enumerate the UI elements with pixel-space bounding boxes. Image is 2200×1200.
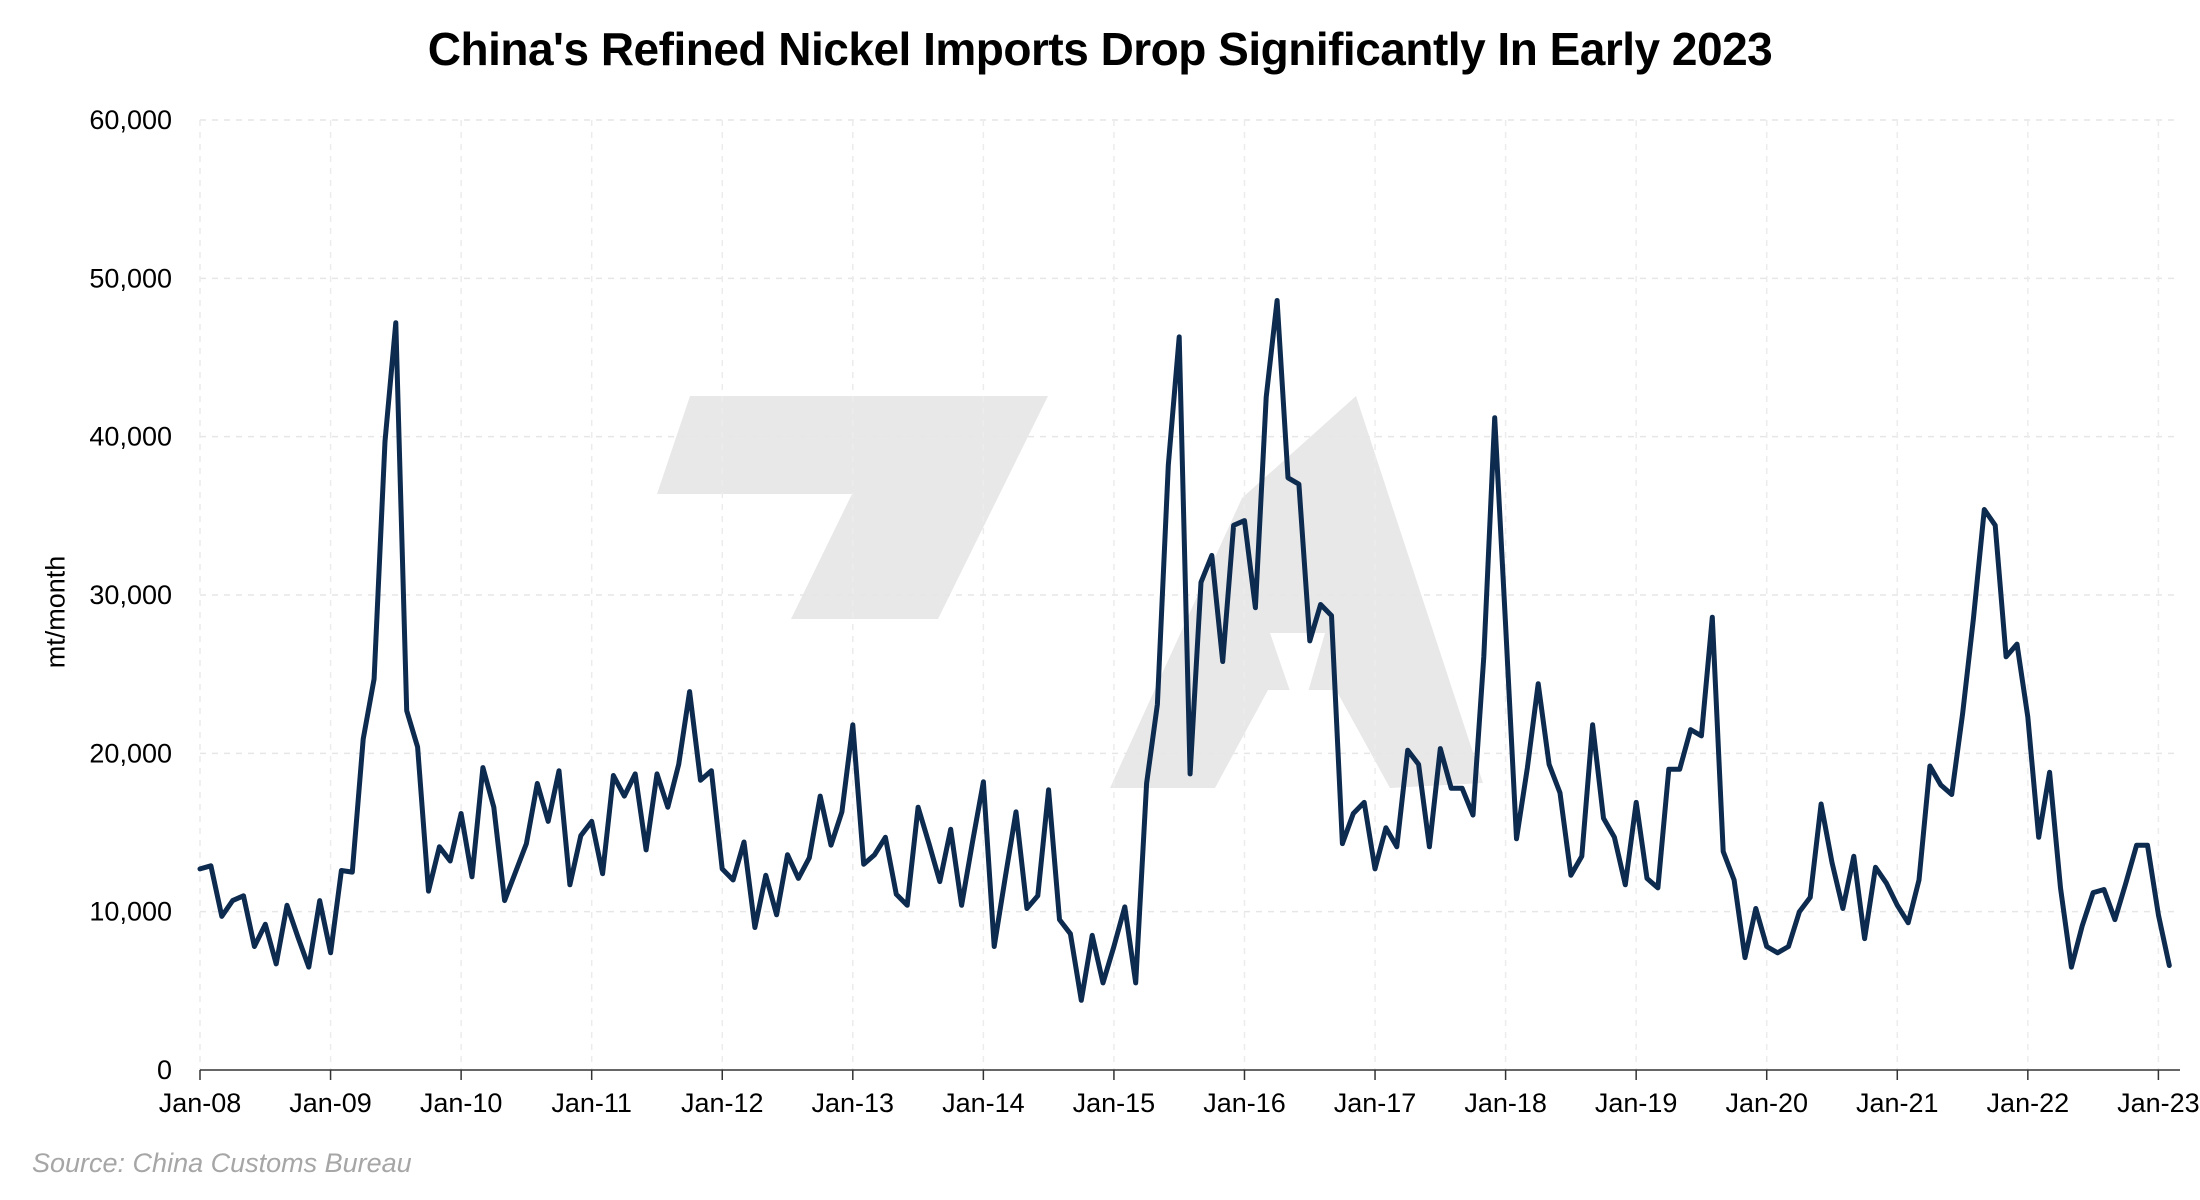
x-tick-label: Jan-21 — [1856, 1088, 1939, 1118]
watermark-logo — [657, 396, 1483, 788]
x-tick-label: Jan-13 — [812, 1088, 895, 1118]
y-tick-label: 40,000 — [89, 422, 172, 452]
y-tick-label: 20,000 — [89, 738, 172, 768]
x-tick-label: Jan-10 — [420, 1088, 503, 1118]
x-tick-label: Jan-19 — [1595, 1088, 1678, 1118]
x-tick-label: Jan-17 — [1334, 1088, 1417, 1118]
y-tick-label: 10,000 — [89, 897, 172, 927]
x-tick-label: Jan-09 — [289, 1088, 372, 1118]
x-tick-label: Jan-22 — [1987, 1088, 2070, 1118]
x-tick-label: Jan-14 — [942, 1088, 1025, 1118]
axes — [199, 1069, 2180, 1080]
y-tick-label: 60,000 — [89, 105, 172, 135]
series-layer — [197, 298, 2172, 1003]
x-tick-label: Jan-16 — [1203, 1088, 1286, 1118]
gridlines — [199, 119, 2180, 1070]
y-tick-label: 30,000 — [89, 580, 172, 610]
series-line-imports — [197, 298, 2172, 1003]
y-tick-labels: 0 10,000 20,000 30,000 40,000 50,000 60,000 — [89, 105, 172, 1085]
x-tick-label: Jan-12 — [681, 1088, 764, 1118]
x-tick-label: Jan-20 — [1725, 1088, 1808, 1118]
x-tick-label: Jan-11 — [551, 1088, 632, 1118]
y-tick-label: 0 — [157, 1055, 172, 1085]
chart-title: China's Refined Nickel Imports Drop Sign… — [427, 23, 1773, 75]
x-tick-labels: Jan-08 Jan-09 Jan-10 Jan-11 Jan-12 Jan-13 Jan-… — [159, 1088, 2200, 1118]
x-tick-label: Jan-08 — [159, 1088, 242, 1118]
x-tick-label: Jan-18 — [1464, 1088, 1547, 1118]
source-note: Source: China Customs Bureau — [32, 1148, 412, 1178]
x-tick-label: Jan-23 — [2117, 1088, 2200, 1118]
y-tick-label: 50,000 — [89, 263, 172, 293]
x-tick-label: Jan-15 — [1073, 1088, 1156, 1118]
